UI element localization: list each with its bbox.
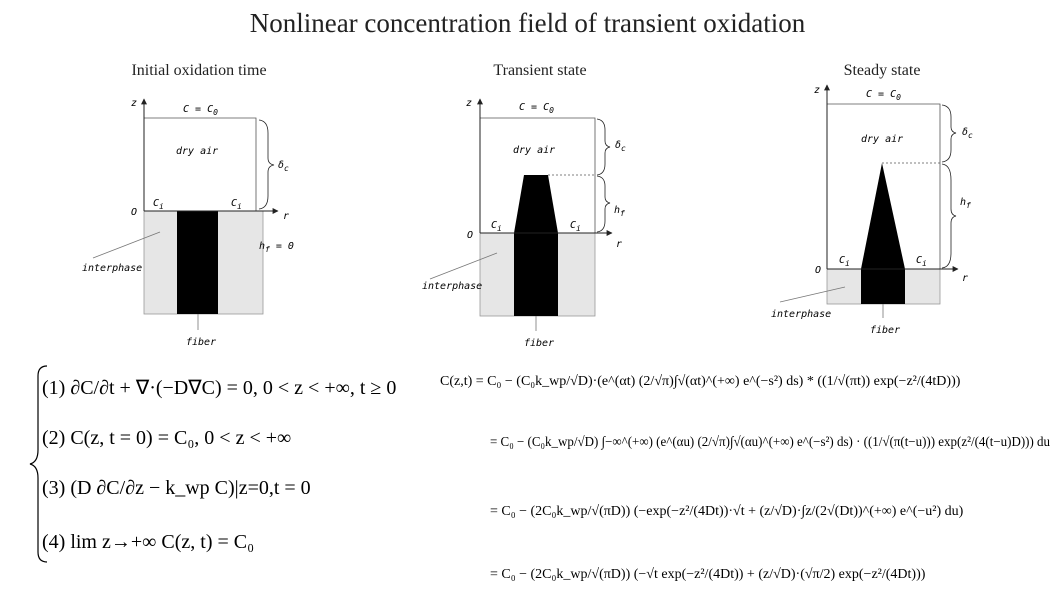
interphase-label: interphase bbox=[771, 309, 831, 320]
ci-right-label: Ci bbox=[570, 220, 581, 233]
system-brace bbox=[29, 365, 48, 563]
air-box bbox=[144, 117, 257, 211]
z-label: z bbox=[814, 85, 820, 96]
ci-right-label: Ci bbox=[231, 198, 242, 211]
hf-brace bbox=[941, 163, 957, 269]
delta-brace bbox=[596, 118, 611, 176]
ci-left-label: Ci bbox=[839, 255, 850, 268]
air-box bbox=[827, 103, 941, 269]
delta-brace bbox=[258, 119, 275, 210]
r-label: r bbox=[283, 211, 289, 222]
panel-initial: Initial oxidation time z r O C = C0 dry … bbox=[82, 62, 294, 348]
ci-left-label: Ci bbox=[153, 198, 164, 211]
top-boundary-condition: C = C0 bbox=[183, 104, 218, 117]
panel-steady: Steady state z r O C = C0 dry air Ci Ci … bbox=[771, 62, 973, 336]
top-boundary-condition: C = C0 bbox=[519, 102, 554, 115]
interphase-label: interphase bbox=[422, 281, 482, 292]
solution-line-3: = C₀ − (2C₀k_wp/√(πD)) (−exp(−z²/(4Dt))·… bbox=[490, 504, 964, 519]
delta-c-label: δc bbox=[962, 127, 973, 140]
air-box bbox=[480, 117, 596, 233]
fiber-cone-shape bbox=[861, 163, 905, 304]
origin-label: O bbox=[467, 230, 473, 241]
panel-transient: Transient state z r O C = C0 dry air Ci … bbox=[422, 62, 626, 349]
fiber-block bbox=[177, 211, 218, 314]
origin-label: O bbox=[131, 207, 137, 218]
solution-line-1: C(z,t) = C₀ − (C₀k_wp/√D)·(e^(αt) (2/√π)… bbox=[440, 374, 961, 389]
equation-2: (2) C(z, t = 0) = C₀, 0 < z < +∞ bbox=[42, 427, 291, 449]
hf-brace bbox=[596, 175, 611, 233]
fiber-label: fiber bbox=[870, 325, 900, 336]
hf-label: hf bbox=[614, 205, 625, 218]
r-label: r bbox=[962, 273, 968, 284]
panel-heading: Transient state bbox=[493, 62, 586, 79]
dry-air-label: dry air bbox=[513, 145, 555, 156]
interphase-leader bbox=[92, 231, 161, 259]
top-boundary-condition: C = C0 bbox=[866, 89, 901, 102]
interphase-leader bbox=[779, 286, 846, 303]
hf-label: hf bbox=[960, 197, 971, 210]
delta-c-label: δc bbox=[278, 160, 289, 173]
delta-brace bbox=[941, 104, 957, 163]
r-label: r bbox=[616, 239, 622, 250]
ci-right-label: Ci bbox=[916, 255, 927, 268]
solution-line-4: = C₀ − (2C₀k_wp/√(πD)) (−√t exp(−z²/(4Dt… bbox=[490, 567, 926, 582]
panel-heading: Initial oxidation time bbox=[131, 62, 266, 79]
origin-label: O bbox=[815, 265, 821, 276]
analytical-solution: C(z,t) = C₀ − (C₀k_wp/√D)·(e^(αt) (2/√π)… bbox=[440, 374, 1050, 582]
interphase-label: interphase bbox=[82, 263, 142, 274]
dry-air-label: dry air bbox=[861, 134, 903, 145]
equation-1: (1) ∂C/∂t + ∇·(−D∇C) = 0, 0 < z < +∞, t … bbox=[42, 377, 396, 399]
delta-c-label: δc bbox=[615, 140, 626, 153]
figure-title: Nonlinear concentration field of transie… bbox=[249, 8, 806, 38]
z-label: z bbox=[466, 98, 472, 109]
hf-zero-label: hf = 0 bbox=[259, 241, 294, 254]
ci-left-label: Ci bbox=[491, 220, 502, 233]
equation-3: (3) (D ∂C/∂z − k_wp C)|z=0,t = 0 bbox=[42, 477, 311, 499]
equation-4: (4) lim z→+∞ C(z, t) = C₀ bbox=[42, 531, 254, 553]
interphase-leader bbox=[429, 252, 498, 280]
panel-heading: Steady state bbox=[844, 62, 921, 79]
fiber-label: fiber bbox=[186, 337, 216, 348]
solution-line-2: = C₀ − (C₀k_wp/√D) ∫−∞^(+∞) (e^(αu) (2/√… bbox=[490, 435, 1050, 450]
fiber-label: fiber bbox=[524, 338, 554, 349]
fiber-growth-shape bbox=[514, 175, 558, 316]
dry-air-label: dry air bbox=[176, 146, 218, 157]
z-label: z bbox=[131, 98, 137, 109]
governing-equation-system: (1) ∂C/∂t + ∇·(−D∇C) = 0, 0 < z < +∞, t … bbox=[29, 365, 396, 563]
